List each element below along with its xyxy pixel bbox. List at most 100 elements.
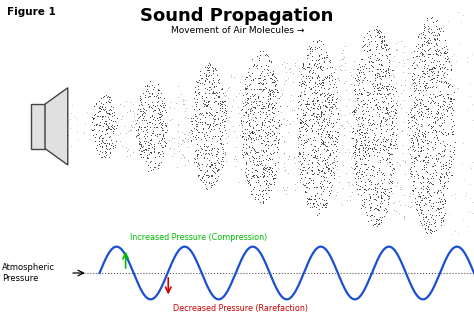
Point: [378, 185, 386, 190]
Point: [135, 107, 142, 112]
Point: [255, 81, 263, 86]
Point: [221, 113, 228, 118]
Point: [374, 180, 382, 186]
Point: [140, 109, 147, 114]
Point: [433, 36, 441, 41]
Point: [205, 64, 213, 70]
Point: [447, 126, 455, 132]
Point: [266, 93, 274, 98]
Point: [437, 80, 445, 85]
Point: [415, 87, 422, 93]
Point: [112, 138, 119, 143]
Point: [89, 116, 97, 121]
Point: [412, 117, 419, 122]
Point: [410, 148, 418, 153]
Point: [198, 176, 206, 181]
Point: [367, 204, 375, 209]
Point: [269, 147, 276, 152]
Point: [438, 69, 445, 74]
Point: [269, 79, 277, 84]
Point: [439, 61, 447, 67]
Point: [264, 98, 272, 104]
Point: [301, 82, 308, 87]
Point: [440, 126, 447, 132]
Point: [336, 179, 343, 184]
Point: [405, 117, 412, 122]
Point: [244, 84, 251, 89]
Point: [96, 123, 103, 128]
Point: [371, 222, 378, 227]
Point: [259, 78, 267, 83]
Point: [354, 128, 361, 133]
Point: [265, 92, 273, 97]
Point: [241, 89, 249, 94]
Point: [110, 110, 118, 115]
Point: [317, 92, 325, 97]
Point: [449, 156, 456, 161]
Point: [382, 106, 389, 111]
Point: [249, 103, 256, 109]
Point: [134, 130, 142, 136]
Point: [209, 147, 216, 152]
Point: [373, 219, 380, 224]
Point: [392, 108, 400, 113]
Point: [410, 100, 418, 105]
Point: [285, 66, 292, 71]
Point: [328, 104, 336, 109]
Point: [404, 112, 412, 117]
Point: [206, 122, 214, 127]
Point: [464, 223, 471, 228]
Point: [410, 115, 418, 120]
Point: [142, 107, 150, 112]
Point: [306, 107, 313, 112]
Point: [305, 65, 312, 70]
Point: [414, 194, 421, 199]
Point: [426, 52, 434, 57]
Point: [106, 99, 114, 104]
Point: [296, 158, 304, 163]
Point: [345, 149, 353, 154]
Point: [414, 141, 421, 146]
Point: [243, 96, 251, 101]
Point: [412, 83, 420, 88]
Point: [365, 108, 372, 113]
Point: [189, 103, 196, 109]
Point: [274, 109, 282, 114]
Point: [212, 151, 220, 156]
Point: [298, 167, 306, 173]
Point: [144, 143, 152, 148]
Point: [313, 202, 321, 207]
Point: [441, 162, 449, 167]
Point: [443, 46, 451, 52]
Point: [99, 104, 106, 110]
Point: [395, 199, 402, 204]
Point: [202, 163, 210, 168]
Point: [413, 53, 421, 58]
Point: [217, 113, 224, 119]
Point: [174, 128, 182, 134]
Point: [372, 72, 379, 77]
Point: [174, 140, 182, 145]
Point: [143, 155, 151, 161]
Point: [305, 61, 313, 67]
Point: [103, 122, 111, 127]
Point: [295, 83, 302, 88]
Point: [399, 64, 406, 69]
Point: [410, 141, 417, 146]
Point: [329, 101, 337, 106]
Point: [259, 171, 266, 176]
Point: [363, 109, 370, 114]
Point: [389, 67, 396, 72]
Point: [329, 94, 337, 99]
Point: [352, 161, 359, 166]
Point: [356, 176, 364, 181]
Point: [227, 72, 235, 77]
Point: [355, 92, 362, 97]
Point: [437, 65, 444, 71]
Point: [440, 111, 447, 116]
Point: [244, 178, 252, 183]
Point: [407, 165, 414, 170]
Point: [133, 127, 140, 133]
Point: [447, 98, 455, 104]
Point: [421, 137, 428, 143]
